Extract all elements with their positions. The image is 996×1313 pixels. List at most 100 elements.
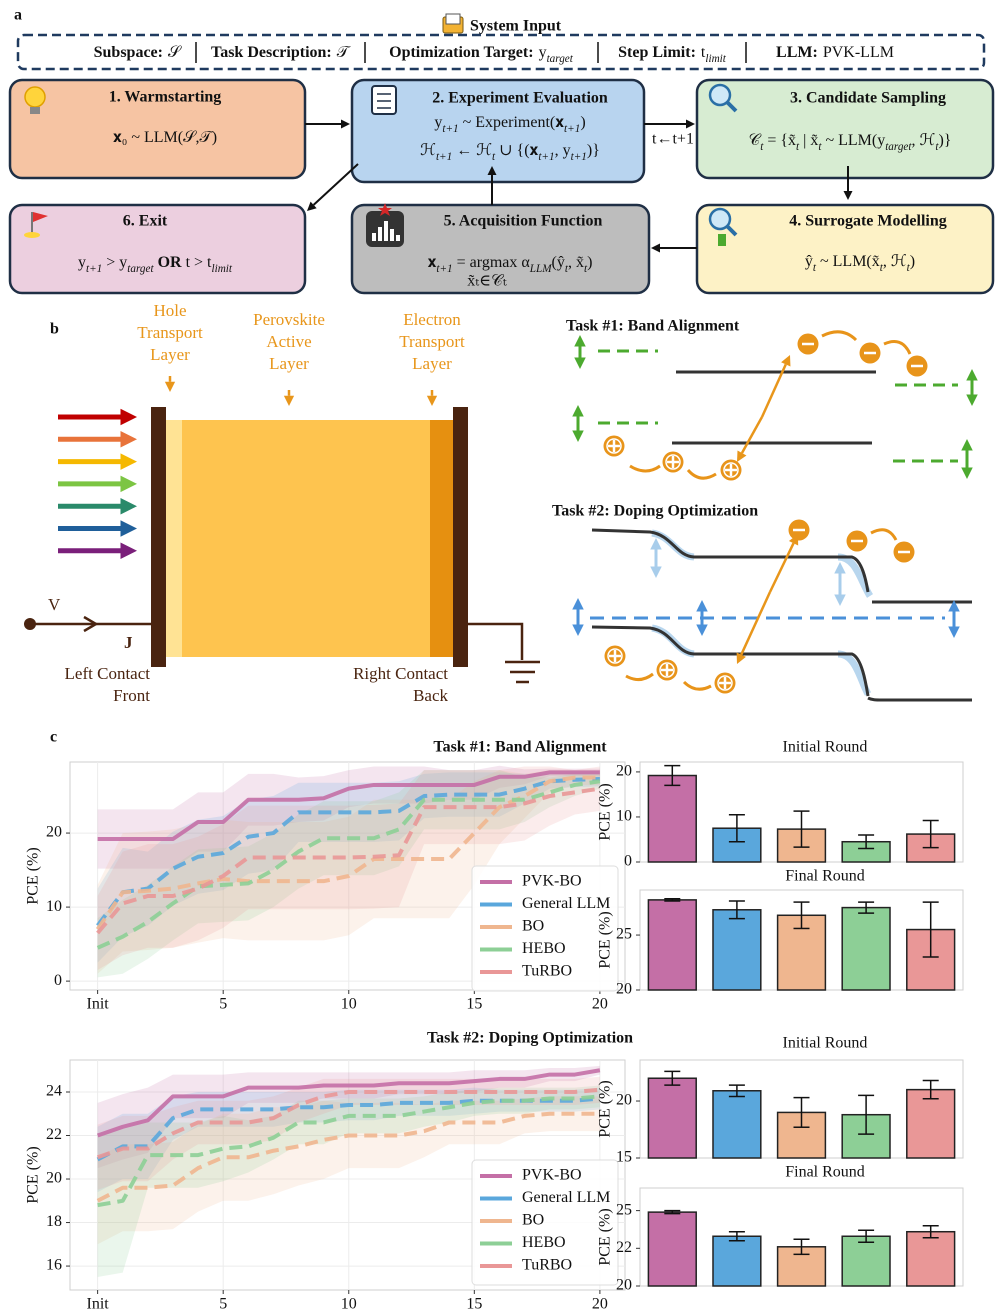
legend-label: BO <box>522 918 544 935</box>
formula-text: = {x̃ <box>763 132 796 149</box>
task1-title: Task #1: Band Alignment <box>566 318 740 335</box>
subscript: t <box>565 263 569 275</box>
formula-text: t <box>701 44 706 61</box>
carrier-ring <box>665 454 681 470</box>
chart-title: Task #2: Doping Optimization <box>427 1030 633 1047</box>
legend-label: HEBO <box>522 940 566 957</box>
band-levels <box>672 370 876 445</box>
error-bar <box>793 1238 810 1256</box>
x-tick-label: Init <box>87 996 110 1013</box>
subscript: t <box>492 151 496 163</box>
carrier-ring <box>606 438 622 454</box>
formula-text: 𝒯 <box>337 44 352 61</box>
arrow-head <box>120 475 137 493</box>
layer-label: Transport <box>137 323 203 342</box>
subscript: target <box>885 141 912 153</box>
bar <box>841 906 891 991</box>
formula-text: ) <box>910 253 915 270</box>
input-item: LLM: PVK-LLM <box>776 44 894 61</box>
offset-arrow <box>961 439 973 459</box>
magnifier-icon <box>708 207 732 231</box>
error-bar <box>664 898 681 902</box>
star-icon <box>378 203 392 216</box>
layer-label: Layer <box>412 354 452 373</box>
y-tick-label: 20 <box>46 1170 62 1187</box>
arrow-head <box>120 520 137 537</box>
y-tick-label: 20 <box>616 1092 632 1109</box>
formula-text: ~ LLM(y <box>821 132 885 149</box>
y-tick-label: 15 <box>616 1149 632 1166</box>
arrow-shaft <box>740 591 772 656</box>
input-item: Step Limit: tlimit <box>618 44 727 65</box>
chart-icon <box>396 235 400 241</box>
subscript: t <box>880 262 884 274</box>
formula-text: ~ Experiment(𝐱 <box>459 114 565 131</box>
chart-title: Task #1: Band Alignment <box>433 739 607 756</box>
error-bar <box>793 901 810 930</box>
std-band <box>97 765 600 869</box>
arrow-head <box>696 624 708 636</box>
folder-icon <box>442 13 464 34</box>
x-tick-label: 20 <box>592 996 608 1013</box>
carrier-ring <box>607 648 623 664</box>
arrow-head <box>650 566 662 578</box>
excitation-arrow <box>737 416 764 462</box>
formula-text: , ℋ <box>912 132 936 149</box>
input-item: Optimization Target: ytarget <box>389 44 574 65</box>
right-contact-label: Back <box>413 686 448 705</box>
step-formula: yt+1 > ytarget OR t > tlimit <box>78 254 233 275</box>
light-arrow <box>58 453 137 470</box>
light-arrow <box>58 520 137 537</box>
formula-text: y <box>434 114 442 131</box>
chart-title: Final Round <box>785 868 865 885</box>
flag-icon <box>33 212 48 222</box>
formula-text: ← ℋ <box>452 142 492 159</box>
carrier-motion <box>821 330 858 342</box>
error-bar <box>858 834 875 850</box>
formula-text: > y <box>102 254 127 271</box>
light-arrow <box>58 475 137 493</box>
x-tick-label: 20 <box>592 1296 608 1313</box>
legend-label: General LLM <box>522 895 610 912</box>
formula-text: | x̃ <box>799 132 818 149</box>
battery-icon <box>718 234 726 246</box>
step-formula: 𝐱₀ ~ LLM(𝒮,𝒯) <box>113 129 217 146</box>
formula-text: ~ LLM(x̃ <box>816 253 880 270</box>
formula-text: ) <box>587 254 592 271</box>
std-band <box>97 1096 600 1245</box>
formula-text: )} <box>938 132 951 149</box>
panel-label: c <box>50 729 57 746</box>
subscript: t+1 <box>436 151 452 163</box>
formula-text: , ℋ <box>883 253 907 270</box>
arrow-head <box>120 453 137 470</box>
offset-arrow <box>650 558 662 578</box>
y-tick-label: 20 <box>616 981 632 998</box>
y-tick-label: 10 <box>616 808 632 825</box>
step-title: 1. Warmstarting <box>109 89 222 106</box>
error-bar <box>858 901 875 914</box>
offset-arrow <box>574 352 586 369</box>
carrier-ring <box>717 675 733 691</box>
step-title: 3. Candidate Sampling <box>790 90 946 107</box>
input-label: Subspace: <box>94 44 163 61</box>
formula-text: ŷ <box>805 253 813 270</box>
error-bar <box>728 1084 745 1098</box>
offset-arrow <box>572 598 584 617</box>
excitation-arrow <box>736 591 772 664</box>
formula-text: PVK-LLM <box>823 44 894 61</box>
legend-box <box>471 1159 619 1286</box>
bar <box>647 1077 697 1159</box>
offset-arrow <box>948 619 960 638</box>
step-title: 2. Experiment Evaluation <box>432 90 608 107</box>
arrow-head <box>651 243 660 253</box>
transport-levels <box>598 349 958 463</box>
task2-title: Task #2: Doping Optimization <box>552 503 758 520</box>
subscript: t+1 <box>86 263 102 275</box>
subscript: t <box>907 262 911 274</box>
bar <box>712 1235 762 1287</box>
arrow-head <box>966 394 978 406</box>
voltage-label: V <box>48 595 61 614</box>
offset-arrow <box>948 600 960 619</box>
step-formula: 𝐱t+1 = argmax αLLM(ŷt, x̃t) <box>428 254 593 275</box>
step-box <box>695 78 995 180</box>
